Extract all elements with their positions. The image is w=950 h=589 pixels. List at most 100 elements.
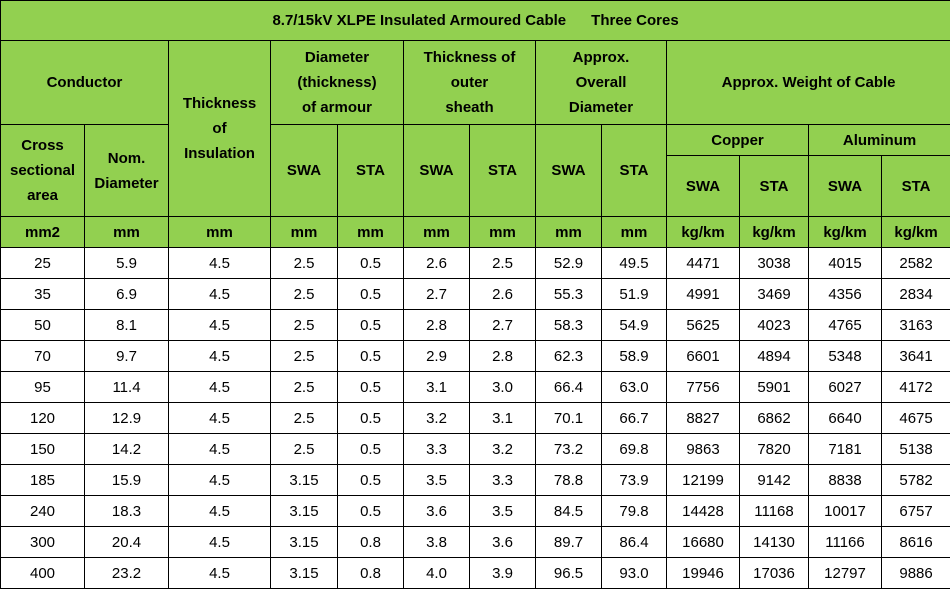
aluminum-sta-header: STA: [882, 156, 950, 217]
table-cell: 23.2: [85, 558, 169, 589]
table-cell: 2.5: [470, 248, 536, 279]
table-cell: 4.5: [169, 279, 271, 310]
table-cell: 5.9: [85, 248, 169, 279]
table-title: 8.7/15kV XLPE Insulated Armoured Cable T…: [1, 1, 950, 41]
table-cell: 15.9: [85, 465, 169, 496]
table-cell: 0.5: [338, 372, 404, 403]
table-cell: 120: [1, 403, 85, 434]
table-cell: 58.3: [536, 310, 602, 341]
table-cell: 3.5: [404, 465, 470, 496]
table-cell: 2.9: [404, 341, 470, 372]
table-cell: 4.5: [169, 403, 271, 434]
table-cell: 4675: [882, 403, 950, 434]
table-cell: 7756: [667, 372, 740, 403]
table-cell: 8.1: [85, 310, 169, 341]
table-cell: 5348: [809, 341, 882, 372]
table-cell: 3038: [740, 248, 809, 279]
table-cell: 3.6: [404, 496, 470, 527]
table-cell: 70: [1, 341, 85, 372]
table-cell: 3.6: [470, 527, 536, 558]
table-cell: 11.4: [85, 372, 169, 403]
table-cell: 95: [1, 372, 85, 403]
table-cell: 400: [1, 558, 85, 589]
table-cell: 12199: [667, 465, 740, 496]
table-cell: 0.5: [338, 465, 404, 496]
table-cell: 4.0: [404, 558, 470, 589]
table-cell: 6601: [667, 341, 740, 372]
table-cell: 3.2: [404, 403, 470, 434]
insulation-thickness-header: Thickness of Insulation: [169, 41, 271, 217]
table-cell: 5625: [667, 310, 740, 341]
table-cell: 4.5: [169, 248, 271, 279]
table-cell: 12797: [809, 558, 882, 589]
table-cell: 0.5: [338, 403, 404, 434]
table-cell: 3.15: [271, 465, 338, 496]
table-cell: 3.2: [470, 434, 536, 465]
table-cell: 0.5: [338, 434, 404, 465]
table-cell: 0.5: [338, 248, 404, 279]
table-cell: 51.9: [602, 279, 667, 310]
unit-cell: mm: [602, 217, 667, 248]
copper-sta-header: STA: [740, 156, 809, 217]
table-cell: 3.8: [404, 527, 470, 558]
table-cell: 4991: [667, 279, 740, 310]
unit-cell: kg/km: [809, 217, 882, 248]
table-cell: 3.15: [271, 527, 338, 558]
table-cell: 35: [1, 279, 85, 310]
table-cell: 78.8: [536, 465, 602, 496]
table-cell: 4.5: [169, 372, 271, 403]
table-cell: 20.4: [85, 527, 169, 558]
table-cell: 86.4: [602, 527, 667, 558]
table-cell: 4023: [740, 310, 809, 341]
nom-diameter-header: Nom. Diameter: [85, 125, 169, 217]
table-cell: 14.2: [85, 434, 169, 465]
table-cell: 55.3: [536, 279, 602, 310]
table-cell: 7181: [809, 434, 882, 465]
table-cell: 63.0: [602, 372, 667, 403]
sheath-sta-header: STA: [470, 125, 536, 217]
table-cell: 16680: [667, 527, 740, 558]
table-cell: 10017: [809, 496, 882, 527]
aluminum-swa-header: SWA: [809, 156, 882, 217]
unit-cell: kg/km: [667, 217, 740, 248]
table-cell: 2.8: [470, 341, 536, 372]
table-cell: 18.3: [85, 496, 169, 527]
table-cell: 5138: [882, 434, 950, 465]
table-cell: 6027: [809, 372, 882, 403]
table-cell: 25: [1, 248, 85, 279]
unit-cell: mm: [536, 217, 602, 248]
table-cell: 14428: [667, 496, 740, 527]
table-cell: 185: [1, 465, 85, 496]
table-cell: 58.9: [602, 341, 667, 372]
cross-section-header: Cross sectional area: [1, 125, 85, 217]
table-cell: 4356: [809, 279, 882, 310]
table-cell: 96.5: [536, 558, 602, 589]
table-cell: 3.9: [470, 558, 536, 589]
table-cell: 3.1: [470, 403, 536, 434]
table-cell: 70.1: [536, 403, 602, 434]
table-cell: 4.5: [169, 434, 271, 465]
table-cell: 9886: [882, 558, 950, 589]
table-cell: 2.5: [271, 341, 338, 372]
table-cell: 0.8: [338, 558, 404, 589]
table-cell: 8827: [667, 403, 740, 434]
table-cell: 4.5: [169, 558, 271, 589]
table-cell: 6640: [809, 403, 882, 434]
table-cell: 3.3: [404, 434, 470, 465]
table-cell: 4172: [882, 372, 950, 403]
table-cell: 12.9: [85, 403, 169, 434]
table-cell: 2582: [882, 248, 950, 279]
table-cell: 0.8: [338, 527, 404, 558]
table-cell: 2.7: [404, 279, 470, 310]
table-cell: 0.5: [338, 310, 404, 341]
table-cell: 5901: [740, 372, 809, 403]
table-cell: 11168: [740, 496, 809, 527]
table-cell: 84.5: [536, 496, 602, 527]
table-cell: 4471: [667, 248, 740, 279]
